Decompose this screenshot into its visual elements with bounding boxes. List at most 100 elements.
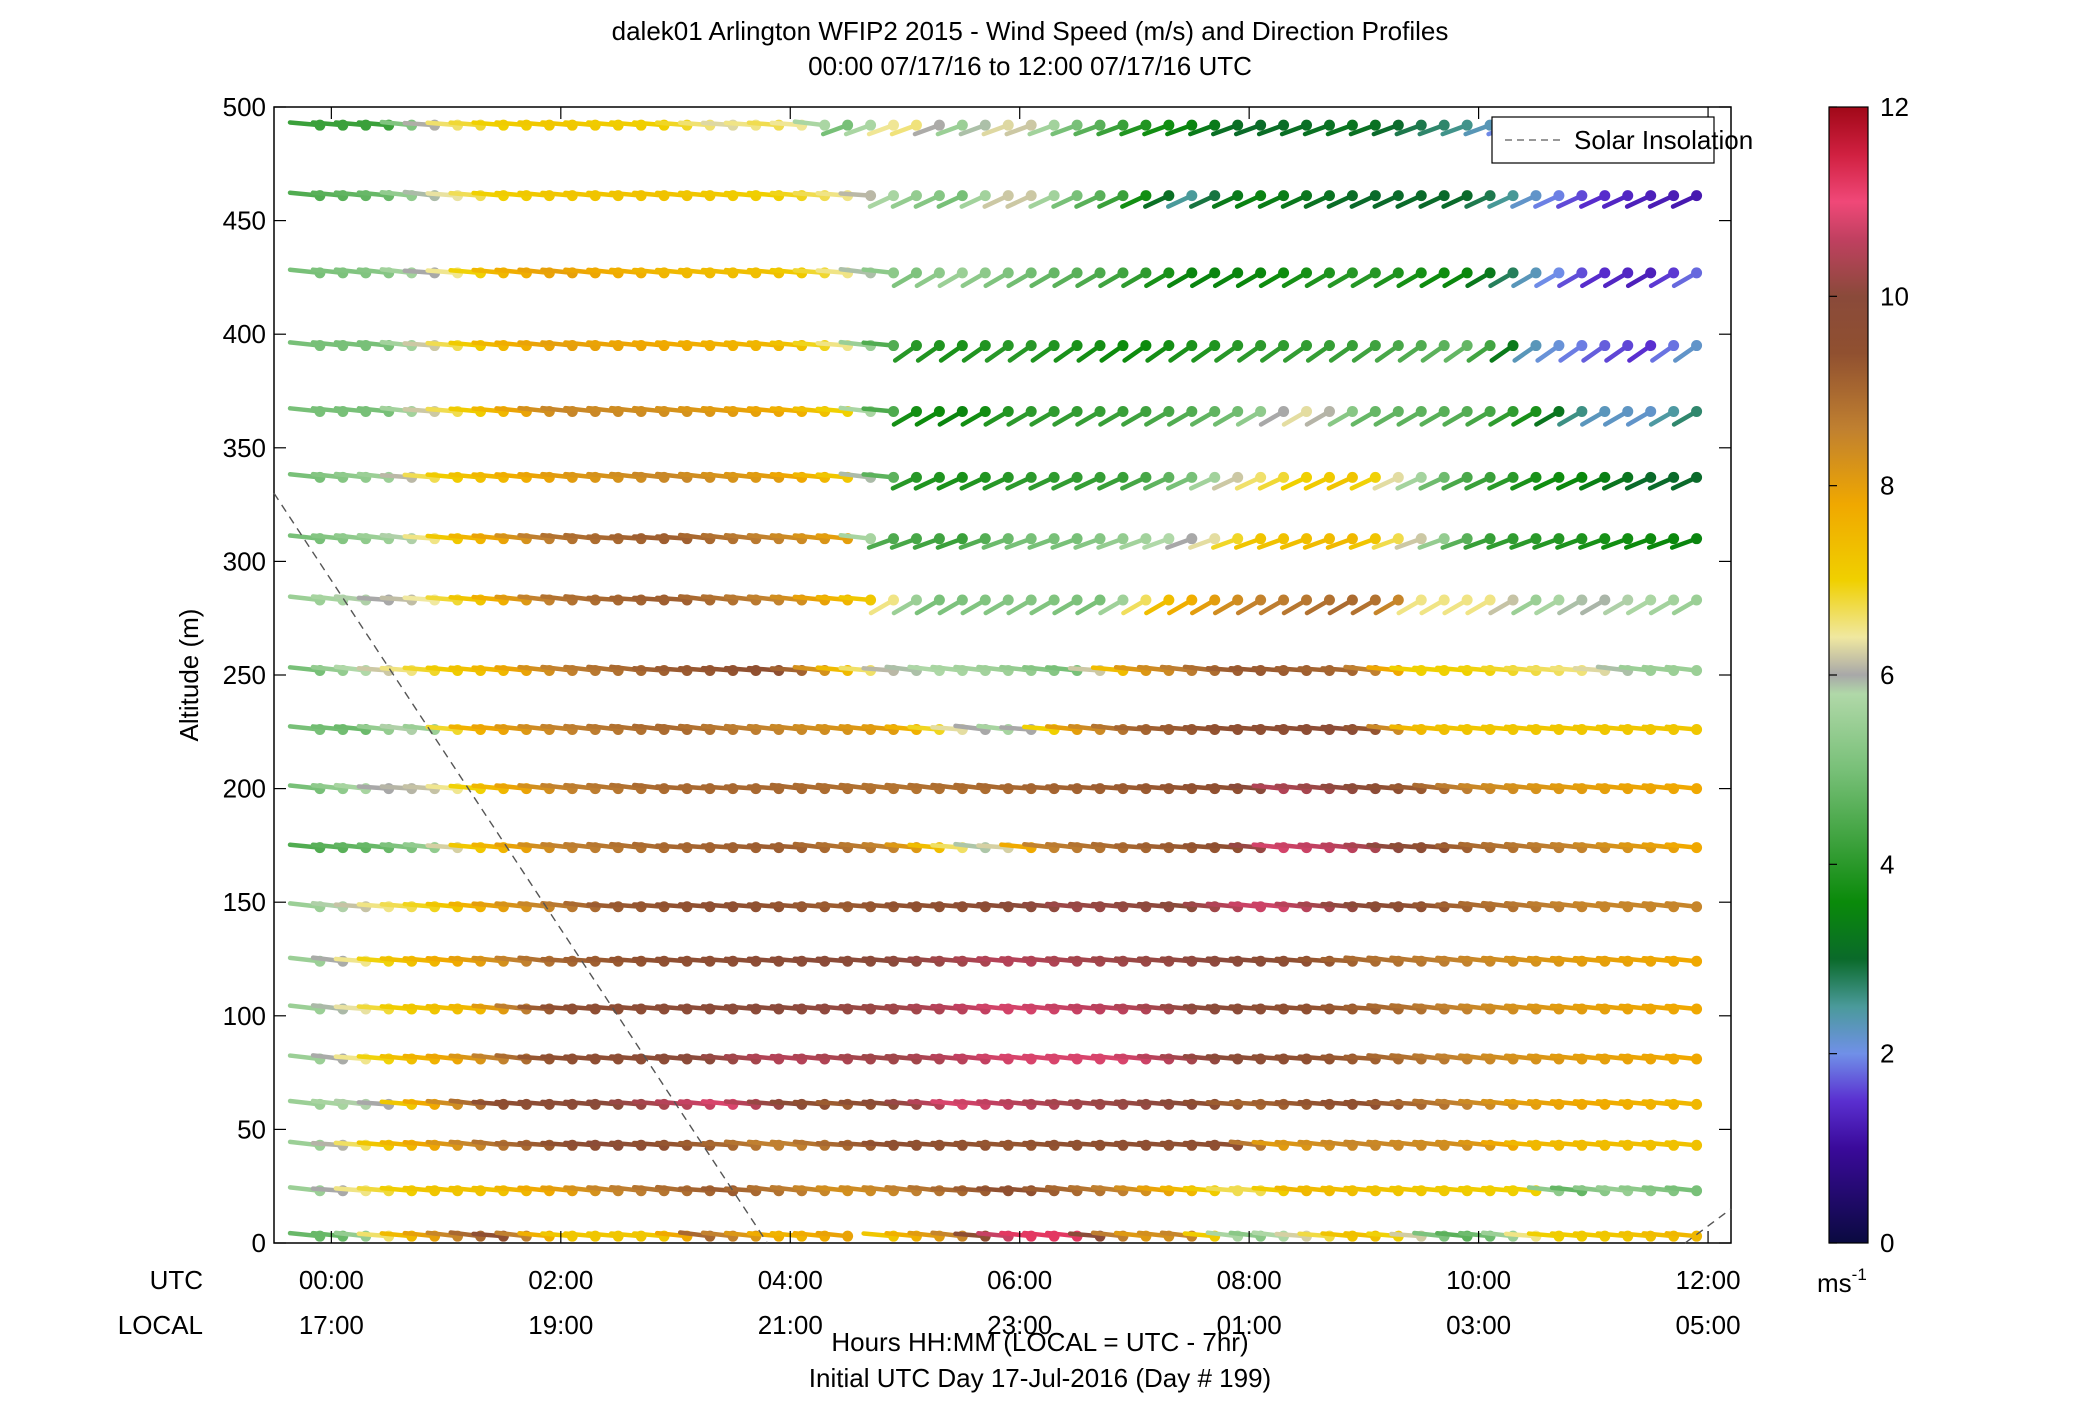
- wind-barb-dot: [1622, 533, 1634, 545]
- wind-barb-dot: [1392, 533, 1404, 545]
- x-tick-label-local: 03:00: [1446, 1310, 1511, 1340]
- wind-barb-dot: [979, 405, 991, 417]
- wind-barb-dot: [1622, 340, 1634, 352]
- wind-barb-dot: [842, 1230, 854, 1242]
- wind-barb-dot: [1369, 594, 1381, 606]
- wind-barb-dot: [888, 594, 900, 606]
- wind-barb-dot: [865, 190, 877, 202]
- wind-barb-dot: [1622, 267, 1634, 279]
- wind-barb-dot: [1484, 594, 1496, 606]
- wind-barb-dot: [1346, 471, 1358, 483]
- wind-barb-dot: [1691, 724, 1703, 736]
- wind-barb-dot: [1002, 119, 1014, 131]
- wind-barb-dot: [1209, 533, 1221, 545]
- wind-barb-dot: [1117, 119, 1129, 131]
- wind-barb-dot: [1553, 533, 1565, 545]
- solar-insolation-segment: [1684, 1208, 1732, 1244]
- wind-barb-dot: [1346, 119, 1358, 131]
- wind-barb-dot: [1002, 533, 1014, 545]
- wind-barb-dot: [1622, 471, 1634, 483]
- wind-barb-dot: [1323, 533, 1335, 545]
- wind-barb-dot: [1668, 405, 1680, 417]
- y-tick-label: 450: [223, 206, 266, 236]
- wind-barb-dot: [1484, 405, 1496, 417]
- wind-barb-dot: [1278, 190, 1290, 202]
- wind-barb-dot: [1048, 405, 1060, 417]
- wind-barb-dot: [1599, 405, 1611, 417]
- wind-barb-dot: [1117, 405, 1129, 417]
- wind-barb-dot: [910, 190, 922, 202]
- wind-barb-dot: [1461, 594, 1473, 606]
- wind-barb-dot: [888, 340, 900, 352]
- wind-barb-dot: [1415, 533, 1427, 545]
- wind-barb-dot: [1048, 190, 1060, 202]
- wind-barb-dot: [1691, 901, 1703, 913]
- wind-barb-dot: [1438, 119, 1450, 131]
- wind-barb-dot: [956, 340, 968, 352]
- wind-barb-dot: [1576, 471, 1588, 483]
- wind-barb-dot: [1461, 340, 1473, 352]
- wind-barb-dot: [1461, 405, 1473, 417]
- wind-barb-dot: [888, 267, 900, 279]
- wind-barb-dot: [1415, 119, 1427, 131]
- wind-barb-dot: [1117, 340, 1129, 352]
- wind-barb-dot: [1140, 594, 1152, 606]
- colorbar-tick-label: 2: [1880, 1039, 1894, 1069]
- wind-barb-dot: [1255, 119, 1267, 131]
- wind-barb-dot: [1094, 594, 1106, 606]
- wind-barb-dot: [1117, 267, 1129, 279]
- wind-barb-dot: [1645, 405, 1657, 417]
- wind-barb-dot: [1599, 533, 1611, 545]
- wind-barb-dot: [1392, 119, 1404, 131]
- wind-barb-dot: [1209, 471, 1221, 483]
- wind-barb-dot: [1255, 267, 1267, 279]
- wind-barb-dot: [1071, 405, 1083, 417]
- wind-barb-dot: [1048, 533, 1060, 545]
- wind-barb-dot: [1209, 594, 1221, 606]
- wind-barb-dot: [1415, 340, 1427, 352]
- wind-barb-dot: [910, 119, 922, 131]
- wind-barb-dot: [1645, 594, 1657, 606]
- wind-barb-dot: [1071, 340, 1083, 352]
- x-tick-label-local: 21:00: [758, 1310, 823, 1340]
- wind-barb-dot: [1323, 405, 1335, 417]
- wind-barb-dot: [1186, 471, 1198, 483]
- wind-barb-dot: [1691, 1230, 1703, 1242]
- wind-barb-dot: [1140, 267, 1152, 279]
- wind-barb-dot: [1232, 594, 1244, 606]
- utc-row-label: UTC: [150, 1265, 203, 1295]
- wind-barb-dot: [1484, 190, 1496, 202]
- wind-barb-dot: [888, 119, 900, 131]
- wind-barb-dot: [1278, 594, 1290, 606]
- wind-barb-dot: [1369, 533, 1381, 545]
- wind-barb-dot: [1438, 405, 1450, 417]
- wind-barb-dot: [1232, 533, 1244, 545]
- wind-barb-dot: [1186, 533, 1198, 545]
- y-tick-label: 0: [252, 1228, 266, 1258]
- wind-barb-dot: [1025, 267, 1037, 279]
- x-tick-label-utc: 00:00: [299, 1265, 364, 1295]
- wind-barb-dot: [1369, 119, 1381, 131]
- wind-barb-dot: [1484, 471, 1496, 483]
- local-row-label: LOCAL: [118, 1310, 203, 1340]
- wind-barb-dot: [1094, 119, 1106, 131]
- wind-barb-dot: [1576, 594, 1588, 606]
- wind-barb-dot: [1484, 267, 1496, 279]
- wind-barb-dot: [1346, 340, 1358, 352]
- wind-barb-dot: [1507, 594, 1519, 606]
- legend-label: Solar Insolation: [1574, 125, 1753, 155]
- wind-barb-dot: [1530, 190, 1542, 202]
- x-tick-label-utc: 02:00: [528, 1265, 593, 1295]
- wind-barb-dot: [1507, 533, 1519, 545]
- wind-barb-dot: [933, 340, 945, 352]
- wind-barb-dot: [1691, 405, 1703, 417]
- wind-barb-dot: [1553, 405, 1565, 417]
- wind-barb-dot: [1691, 267, 1703, 279]
- wind-barb-dot: [1278, 405, 1290, 417]
- wind-barb-dot: [1301, 533, 1313, 545]
- wind-barb-dot: [1369, 267, 1381, 279]
- y-axis: 0 50 100 150 200 250 300 350 400 450 500: [223, 92, 1731, 1258]
- wind-barb-dot: [1301, 594, 1313, 606]
- wind-barb-dot: [979, 119, 991, 131]
- wind-barb-dot: [1507, 471, 1519, 483]
